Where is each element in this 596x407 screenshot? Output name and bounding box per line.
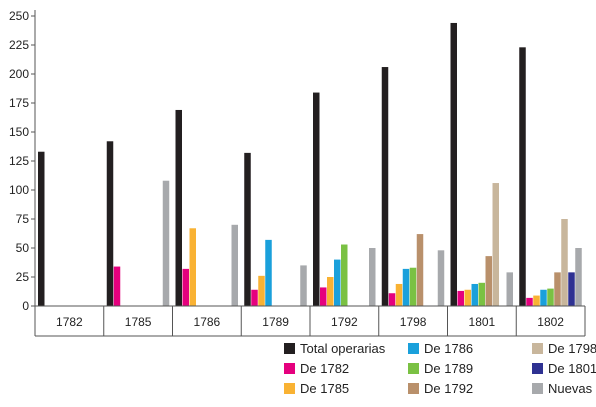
bar-total-operarias-1789 [244,152,251,306]
legend-swatch [284,383,295,394]
bar-total-operarias-1798 [381,67,389,306]
bar-de-1782-1786 [182,268,189,306]
bar-de-1792-1801 [485,256,492,306]
legend-swatch [284,363,295,374]
bar-nuevas-1789 [300,265,307,306]
bar-total-operarias-1802 [519,47,526,306]
y-axis-ticks: 0 25 50 75 100 125 150 175 200 225 250 [9,9,29,313]
legend-label: De 1792 [424,381,473,396]
bar-de-1786-1789 [265,239,272,306]
x-tick-label: 1786 [194,315,221,329]
legend-label: De 1785 [300,381,349,396]
legend: Total operarias De 1782 De 1785 De 1786 De 1… [284,341,596,396]
legend-label: Nuevas [548,381,593,396]
y-tick-label: 225 [9,38,29,52]
y-tick-label: 75 [16,212,30,226]
bar-de-1789-1802 [547,288,554,306]
x-tick-label: 1785 [125,315,152,329]
bar-de-1785-1802 [533,295,540,306]
legend-label: De 1798 [548,341,596,356]
bar-de-1798-1802 [561,219,568,306]
x-tick-label: 1801 [469,315,496,329]
legend-swatch [408,363,419,374]
bar-de-1798-1801 [492,183,499,306]
bars [38,22,582,307]
x-tick-label: 1782 [56,315,83,329]
bar-de-1782-1789 [251,289,258,306]
bar-de-1785-1786 [189,228,196,306]
bar-de-1785-1798 [395,283,403,306]
legend-label: De 1801 [548,361,596,376]
bar-de-1786-1792 [334,259,341,306]
x-tick-label: 1789 [262,315,289,329]
bar-nuevas-1802 [575,248,582,306]
legend-label: Total operarias [300,341,386,356]
x-tick-label: 1792 [331,315,358,329]
bar-de-1782-1802 [526,297,533,306]
bar-total-operarias-1786 [175,109,182,307]
bar-de-1786-1798 [402,268,410,306]
x-tick-label: 1802 [537,315,564,329]
bar-nuevas-1798 [437,250,445,306]
bar-total-operarias-1782 [38,151,45,306]
bar-de-1789-1792 [341,244,348,306]
bar-de-1789-1798 [409,267,417,306]
bar-total-operarias-1801 [450,22,457,307]
bar-de-1789-1801 [478,282,485,306]
bar-de-1786-1802 [540,289,547,306]
bar-de-1782-1801 [457,290,464,306]
bar-de-1782-1798 [388,293,396,306]
x-axis-ticks: 1782 1785 1786 1789 1792 1798 1801 1802 [56,315,564,329]
bar-nuevas-1792 [369,248,376,306]
y-tick-label: 175 [9,96,29,110]
bar-de-1782-1792 [320,287,327,306]
y-tick-label: 50 [16,241,30,255]
bar-de-1785-1792 [327,277,334,306]
bar-de-1792-1802 [554,272,561,306]
legend-swatch [408,383,419,394]
legend-label: De 1789 [424,361,473,376]
legend-label: De 1786 [424,341,473,356]
bar-nuevas-1785 [162,180,170,306]
legend-swatch [284,343,295,354]
y-tick-label: 200 [9,67,29,81]
bar-de-1782-1785 [113,266,121,306]
legend-label: De 1782 [300,361,349,376]
bar-nuevas-1801 [506,272,513,306]
y-tick-label: 150 [9,125,29,139]
x-tick-label: 1798 [400,315,427,329]
bar-de-1785-1801 [464,289,471,306]
bar-total-operarias-1785 [106,141,114,306]
legend-swatch [532,383,543,394]
y-tick-label: 250 [9,9,29,23]
bar-de-1785-1789 [258,275,265,306]
legend-swatch [408,343,419,354]
y-tick-label: 100 [9,183,29,197]
legend-swatch [532,343,543,354]
axes [31,10,586,337]
bar-total-operarias-1792 [313,92,320,306]
bar-de-1792-1798 [416,234,424,306]
y-tick-label: 125 [9,154,29,168]
y-tick-label: 25 [16,270,30,284]
bar-nuevas-1786 [231,224,238,306]
bar-de-1801-1802 [568,272,575,306]
y-tick-label: 0 [22,299,29,313]
bar-de-1786-1801 [471,283,478,306]
legend-swatch [532,363,543,374]
